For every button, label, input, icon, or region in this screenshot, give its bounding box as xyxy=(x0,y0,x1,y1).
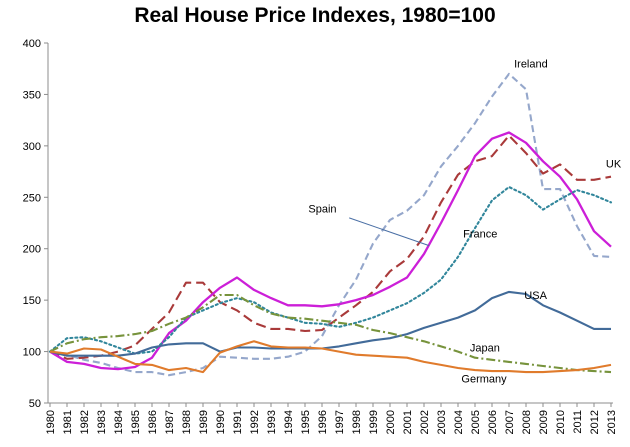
x-tick-label: 2013 xyxy=(606,410,618,434)
x-tick-label: 1980 xyxy=(45,410,57,434)
x-tick-label: 1985 xyxy=(130,410,142,434)
x-tick-label: 2007 xyxy=(504,410,516,434)
x-tick-label: 1981 xyxy=(62,410,74,434)
series-line-ireland xyxy=(49,72,612,377)
x-tick-label: 1993 xyxy=(266,410,278,434)
x-tick-label: 1994 xyxy=(283,410,295,434)
x-tick-label: 1987 xyxy=(164,410,176,434)
x-tick-label: 1982 xyxy=(79,410,91,434)
x-tick-label: 2000 xyxy=(385,410,397,434)
x-tick-label: 1983 xyxy=(96,410,108,434)
series-line-germany xyxy=(49,340,612,374)
series-label-germany: Germany xyxy=(461,373,507,385)
y-tick-label: 200 xyxy=(23,244,41,256)
series-line-france xyxy=(48,185,613,355)
x-tick-label: 1996 xyxy=(317,410,329,434)
chart-title: Real House Price Indexes, 1980=100 xyxy=(134,4,496,27)
series-line-uk xyxy=(49,134,612,360)
x-tick-label: 1989 xyxy=(198,410,210,434)
x-tick-label: 2004 xyxy=(453,410,465,434)
series-line-spain xyxy=(49,131,612,371)
series-label-japan: Japan xyxy=(470,343,500,355)
x-tick-label: 1988 xyxy=(181,410,193,434)
y-tick-label: 50 xyxy=(29,398,41,410)
x-tick-label: 1999 xyxy=(368,410,380,434)
x-tick-label: 2010 xyxy=(555,410,567,434)
series-label-usa: USA xyxy=(524,290,547,302)
series-label-france: France xyxy=(463,228,497,240)
x-tick-label: 1995 xyxy=(300,410,312,434)
x-tick-label: 1984 xyxy=(113,410,125,434)
x-tick-label: 2005 xyxy=(470,410,482,434)
series-label-spain: Spain xyxy=(308,204,336,216)
series-line-usa xyxy=(49,290,611,357)
y-tick-label: 400 xyxy=(23,38,41,50)
series-label-uk: UK xyxy=(606,158,622,170)
y-tick-label: 150 xyxy=(23,295,41,307)
x-tick-label: 1997 xyxy=(334,410,346,434)
y-tick-label: 250 xyxy=(23,192,41,204)
series-line-japan xyxy=(49,293,612,374)
x-tick-label: 2002 xyxy=(419,410,431,434)
x-tick-label: 1992 xyxy=(249,410,261,434)
y-tick-label: 350 xyxy=(23,89,41,101)
x-tick-label: 1990 xyxy=(215,410,227,434)
x-tick-label: 1998 xyxy=(351,410,363,434)
x-tick-label: 2003 xyxy=(436,410,448,434)
x-tick-label: 1986 xyxy=(147,410,159,434)
series-label-ireland: Ireland xyxy=(514,59,548,71)
x-tick-label: 2009 xyxy=(538,410,550,434)
x-tick-label: 1991 xyxy=(232,410,244,434)
y-tick-label: 300 xyxy=(23,141,41,153)
x-tick-label: 2001 xyxy=(402,410,414,434)
y-tick-label: 100 xyxy=(23,347,41,359)
x-tick-label: 2011 xyxy=(572,410,584,434)
x-tick-label: 2008 xyxy=(521,410,533,434)
x-tick-label: 2006 xyxy=(487,410,499,434)
spain-label-leader xyxy=(349,217,430,247)
x-tick-label: 2012 xyxy=(589,410,601,434)
